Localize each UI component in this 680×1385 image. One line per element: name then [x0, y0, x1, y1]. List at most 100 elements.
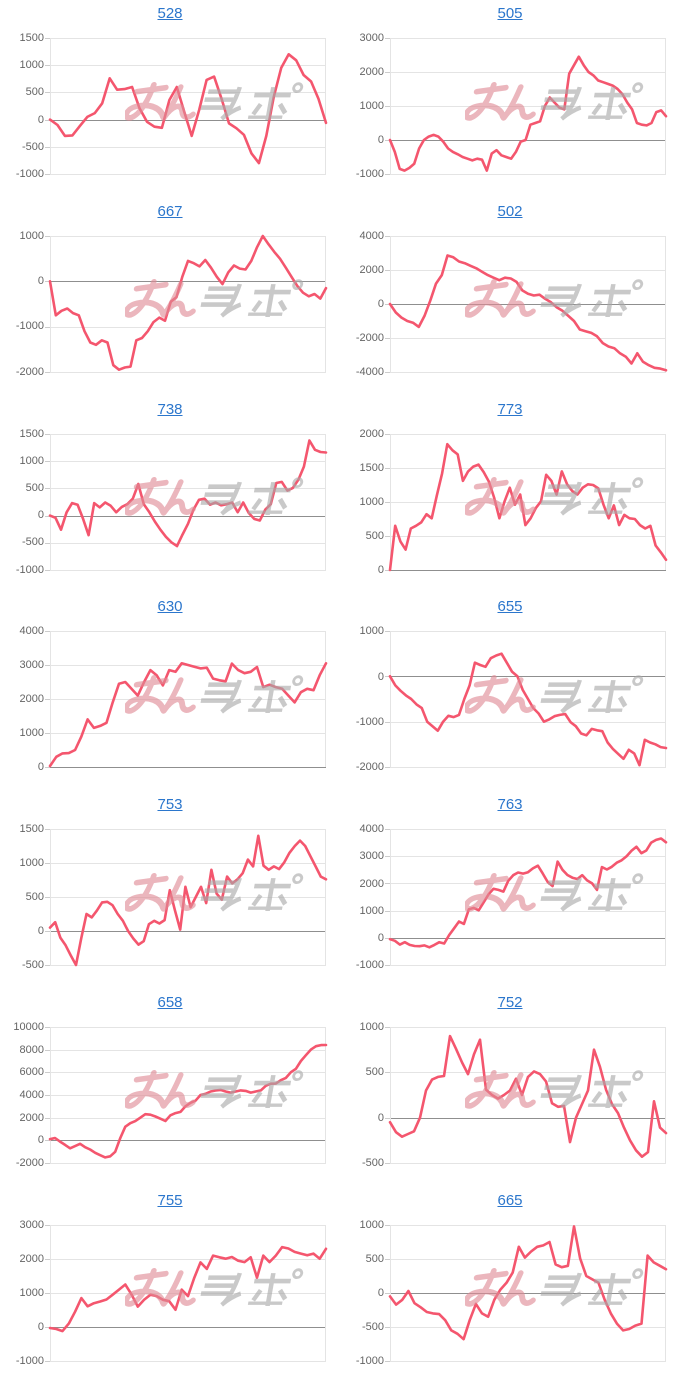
y-axis-labels: 4000 3000 2000 1000 0 -1000	[340, 823, 386, 973]
chart-area: 1500 1000 500 0 -500	[0, 823, 340, 973]
chart-title-link-665[interactable]: 665	[497, 1191, 523, 1209]
chart-cell-753: 753 1500 1000 500 0 -500	[0, 791, 340, 989]
line-series-svg	[45, 433, 328, 571]
y-axis-tick-label: 2000	[19, 693, 44, 706]
series-line	[388, 1034, 668, 1158]
y-axis-tick-label: 1000	[359, 100, 384, 112]
y-axis-tick-label: -2000	[355, 761, 384, 774]
series-line	[48, 662, 328, 768]
chart-title-link-658[interactable]: 658	[157, 993, 183, 1011]
y-axis-tick-label: 1000	[19, 857, 44, 870]
y-axis-tick-label: 2000	[359, 427, 384, 440]
y-axis-tick-label: 1000	[359, 495, 384, 508]
y-axis-tick-label: 4000	[19, 625, 44, 638]
chart-cell-773: 773 2000 1500 1000 500 0	[340, 396, 680, 594]
chart-area: 1000 0 -1000 -2000	[0, 230, 340, 380]
y-axis-tick-label: 2000	[19, 1111, 44, 1124]
chart-cell-665: 665 1000 500 0 -500 -1000	[340, 1187, 680, 1385]
chart-title-link-667[interactable]: 667	[157, 202, 183, 220]
plot-area	[45, 32, 328, 182]
y-axis-tick-label: 0	[37, 1134, 44, 1147]
chart-title-link-773[interactable]: 773	[497, 400, 523, 418]
y-axis-tick-label: 10000	[13, 1020, 44, 1033]
y-axis-tick-label: 8000	[19, 1043, 44, 1056]
y-axis-tick-label: 0	[377, 931, 384, 944]
chart-area: 4000 2000 0 -2000 -4000	[340, 230, 680, 380]
y-axis-labels: 4000 3000 2000 1000 0	[0, 625, 46, 775]
series-line	[48, 234, 328, 371]
chart-area: 10000 8000 6000 4000 2000 0 -2000	[0, 1021, 340, 1171]
chart-area: 1000 0 -1000 -2000	[340, 625, 680, 775]
y-axis-tick-label: 1000	[19, 1286, 44, 1299]
y-axis-tick-label: 0	[37, 761, 44, 774]
series-line	[388, 55, 668, 172]
y-axis-tick-label: -500	[361, 1156, 384, 1169]
plot-area	[45, 428, 328, 578]
y-axis-tick-label: 0	[37, 113, 44, 126]
y-axis-tick-label: 500	[25, 481, 44, 494]
line-series-svg	[385, 631, 668, 769]
chart-title-link-755[interactable]: 755	[157, 1191, 183, 1209]
y-axis-tick-label: 0	[37, 925, 44, 938]
y-axis-labels: 2000 1500 1000 500 0	[340, 428, 386, 578]
chart-title-link-738[interactable]: 738	[157, 400, 183, 418]
y-axis-tick-label: 1000	[359, 1218, 384, 1231]
chart-area: 1500 1000 500 0 -500 -1000	[0, 428, 340, 578]
plot-area	[45, 230, 328, 380]
y-axis-tick-label: 1000	[19, 727, 44, 740]
line-series-svg	[45, 234, 328, 373]
chart-title-link-630[interactable]: 630	[157, 598, 183, 616]
line-series-svg	[45, 829, 328, 967]
y-axis-tick-label: -1000	[15, 1354, 44, 1367]
y-axis-tick-label: 1500	[359, 461, 384, 474]
y-axis-tick-label: 0	[377, 297, 384, 310]
chart-title-link-528[interactable]: 528	[157, 5, 183, 22]
y-axis-tick-label: 3000	[19, 659, 44, 672]
y-axis-labels: 1500 1000 500 0 -500 -1000	[0, 32, 46, 182]
line-series-svg	[385, 433, 668, 571]
plot-area	[385, 625, 668, 775]
series-line	[388, 837, 668, 949]
y-axis-labels: 4000 2000 0 -2000 -4000	[340, 230, 386, 380]
series-line	[388, 652, 668, 767]
y-axis-tick-label: 1000	[19, 229, 44, 242]
plot-area	[385, 32, 668, 182]
line-series-svg	[45, 631, 328, 769]
y-axis-labels: 1000 0 -1000 -2000	[340, 625, 386, 775]
chart-title-link-505[interactable]: 505	[497, 5, 523, 22]
series-line	[388, 253, 668, 372]
y-axis-tick-label: 2000	[359, 66, 384, 78]
chart-title-link-763[interactable]: 763	[497, 796, 523, 814]
chart-title-link-655[interactable]: 655	[497, 598, 523, 616]
chart-area: 2000 1500 1000 500 0	[340, 428, 680, 578]
chart-title-link-752[interactable]: 752	[497, 993, 523, 1011]
y-axis-tick-label: 1000	[359, 625, 384, 638]
chart-title-link-502[interactable]: 502	[497, 202, 523, 220]
chart-cell-528: 528 1500 1000 500 0 -500 -1000	[0, 0, 340, 198]
y-axis-labels: 1000 500 0 -500	[340, 1021, 386, 1171]
y-axis-tick-label: 500	[365, 529, 384, 542]
y-axis-labels: 3000 2000 1000 0 -1000	[0, 1219, 46, 1369]
y-axis-tick-label: -1000	[15, 168, 44, 180]
line-series-svg	[45, 1026, 328, 1164]
y-axis-labels: 1500 1000 500 0 -500 -1000	[0, 428, 46, 578]
y-axis-tick-label: 2000	[359, 263, 384, 276]
chart-cell-505: 505 3000 2000 1000 0 -1000	[340, 0, 680, 198]
chart-cell-658: 658 10000 8000 6000 4000 2000 0 -2000	[0, 989, 340, 1187]
line-series-svg	[45, 38, 328, 175]
y-axis-tick-label: 0	[377, 670, 384, 683]
chart-area: 4000 3000 2000 1000 0	[0, 625, 340, 775]
plot-area	[385, 823, 668, 973]
chart-cell-738: 738 1500 1000 500 0 -500 -1000	[0, 396, 340, 594]
chart-area: 4000 3000 2000 1000 0 -1000	[340, 823, 680, 973]
chart-area: 1000 500 0 -500 -1000	[340, 1219, 680, 1369]
y-axis-tick-label: -1000	[355, 1354, 384, 1367]
chart-area: 1500 1000 500 0 -500 -1000	[0, 32, 340, 182]
chart-title-link-753[interactable]: 753	[157, 796, 183, 814]
line-series-svg	[385, 1026, 668, 1164]
y-axis-labels: 1000 500 0 -500 -1000	[340, 1219, 386, 1369]
y-axis-tick-label: -1000	[15, 320, 44, 333]
series-line	[48, 834, 328, 967]
y-axis-labels: 3000 2000 1000 0 -1000	[340, 32, 386, 182]
